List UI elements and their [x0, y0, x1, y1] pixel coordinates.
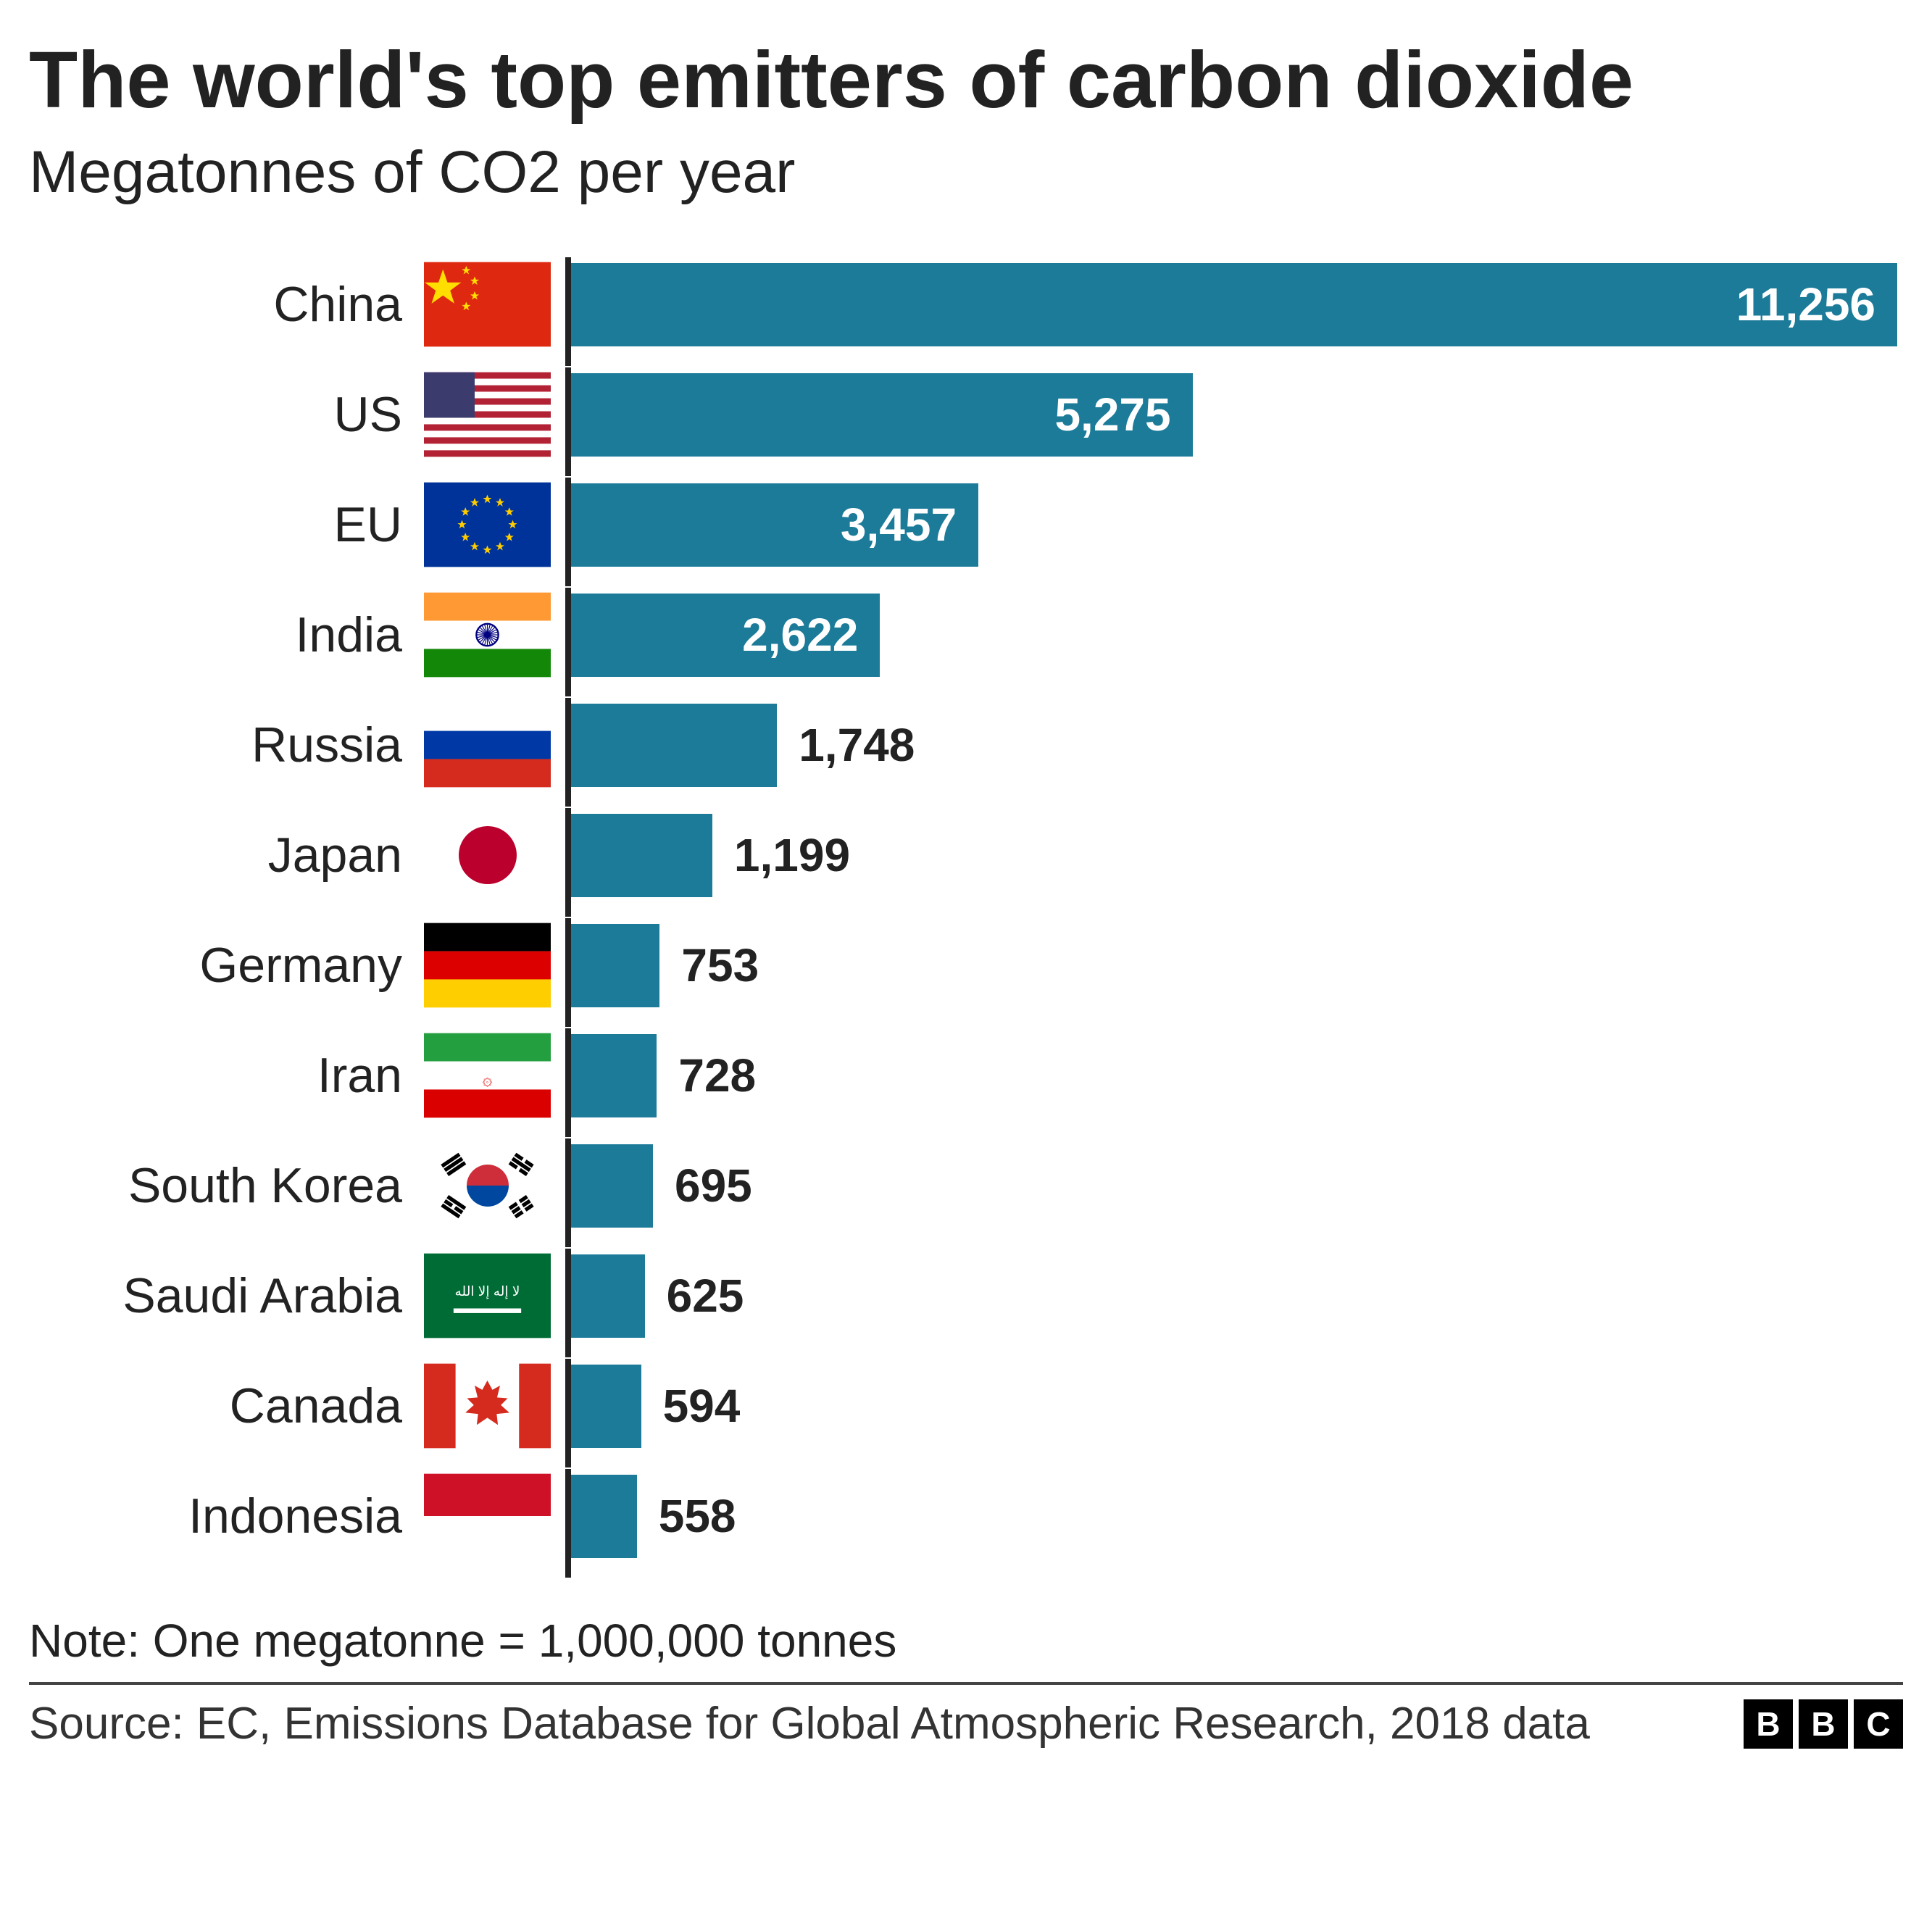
country-label: Iran	[317, 1047, 402, 1104]
bbc-logo-letter: B	[1799, 1699, 1848, 1749]
bar-value: 11,256	[1736, 278, 1875, 331]
bar-row: Russia 1,748	[58, 698, 1874, 792]
flag-germany-icon	[424, 923, 551, 1008]
chart-title: The world's top emitters of carbon dioxi…	[29, 36, 1903, 124]
svg-text:۞: ۞	[483, 1070, 493, 1088]
axis-line	[565, 367, 571, 476]
axis-line	[565, 1249, 571, 1357]
flag-canada-icon	[424, 1363, 551, 1449]
svg-text:لا إله إلا الله: لا إله إلا الله	[455, 1283, 520, 1299]
bar-row: Iran ۞ 728	[58, 1028, 1874, 1123]
flag-china-icon	[424, 262, 551, 347]
source-text: Source: EC, Emissions Database for Globa…	[29, 1698, 1590, 1749]
bar: 3,457	[571, 483, 978, 567]
bar-value: 753	[681, 938, 759, 992]
country-label: Indonesia	[188, 1488, 402, 1544]
bar: 2,622	[571, 594, 880, 677]
axis-line	[565, 478, 571, 586]
bar-value: 625	[667, 1269, 744, 1323]
flag-saudi-icon: لا إله إلا الله	[424, 1253, 551, 1338]
axis-line	[565, 257, 571, 366]
bar-value: 3,457	[841, 498, 957, 551]
country-label: US	[334, 386, 402, 443]
chart-note: Note: One megatonne = 1,000,000 tonnes	[29, 1614, 1903, 1667]
chart-footer: Source: EC, Emissions Database for Globa…	[29, 1682, 1903, 1749]
bar	[571, 1034, 657, 1117]
axis-line	[565, 1359, 571, 1467]
bar-row: EU 3,457	[58, 478, 1874, 572]
axis-line	[565, 588, 571, 696]
axis-line	[565, 918, 571, 1027]
country-label: EU	[334, 496, 402, 553]
country-label: Germany	[199, 937, 402, 994]
bar	[571, 1365, 641, 1448]
flag-japan-icon	[424, 812, 551, 898]
flag-russia-icon	[424, 702, 551, 788]
axis-line	[565, 1138, 571, 1247]
bar-row: US 5,275	[58, 367, 1874, 462]
flag-india-icon	[424, 592, 551, 678]
bar: 5,275	[571, 373, 1193, 457]
country-label: South Korea	[128, 1157, 402, 1214]
bar	[571, 1144, 653, 1228]
bar-value: 5,275	[1054, 388, 1170, 441]
bar-value: 558	[659, 1489, 736, 1543]
flag-eu-icon	[424, 482, 551, 567]
bar	[571, 704, 777, 787]
country-label: Japan	[268, 827, 402, 883]
flag-skorea-icon	[424, 1143, 551, 1228]
bar-value: 2,622	[742, 608, 858, 662]
bar-row: Canada 594	[58, 1359, 1874, 1453]
bar-row: India 2,622	[58, 588, 1874, 682]
axis-line	[565, 1469, 571, 1578]
bar	[571, 924, 659, 1007]
country-label: India	[296, 607, 402, 663]
bar-row: China 11,256	[58, 257, 1874, 351]
bar-value: 1,748	[799, 718, 915, 772]
flag-us-icon	[424, 372, 551, 457]
flag-indonesia-icon	[424, 1473, 551, 1559]
bar-value: 695	[675, 1159, 752, 1212]
country-label: Canada	[230, 1378, 402, 1434]
country-label: Saudi Arabia	[122, 1267, 402, 1324]
bar: 11,256	[571, 263, 1897, 346]
country-label: Russia	[251, 717, 402, 773]
axis-line	[565, 698, 571, 807]
bar-value: 728	[678, 1049, 756, 1102]
flag-iran-icon: ۞	[424, 1033, 551, 1118]
bar-value: 594	[663, 1379, 741, 1433]
chart-subtitle: Megatonnes of CO2 per year	[29, 138, 1903, 207]
bbc-logo-letter: C	[1854, 1699, 1903, 1749]
axis-line	[565, 1028, 571, 1137]
bar-row: Japan 1,199	[58, 808, 1874, 902]
bar-value: 1,199	[734, 828, 850, 882]
bar-row: Saudi Arabia لا إله إلا الله 625	[58, 1249, 1874, 1343]
bar-chart: China 11,256 US 5,275 EU 3,457 India 2,622 R…	[58, 257, 1874, 1563]
bar	[571, 1475, 637, 1558]
bar-row: Indonesia 558	[58, 1469, 1874, 1563]
bar-row: Germany 753	[58, 918, 1874, 1012]
bbc-logo-letter: B	[1744, 1699, 1793, 1749]
bar	[571, 1254, 645, 1338]
bar	[571, 814, 712, 897]
axis-line	[565, 808, 571, 917]
bar-row: South Korea 695	[58, 1138, 1874, 1233]
country-label: China	[273, 276, 402, 333]
bbc-logo: BBC	[1744, 1699, 1903, 1749]
